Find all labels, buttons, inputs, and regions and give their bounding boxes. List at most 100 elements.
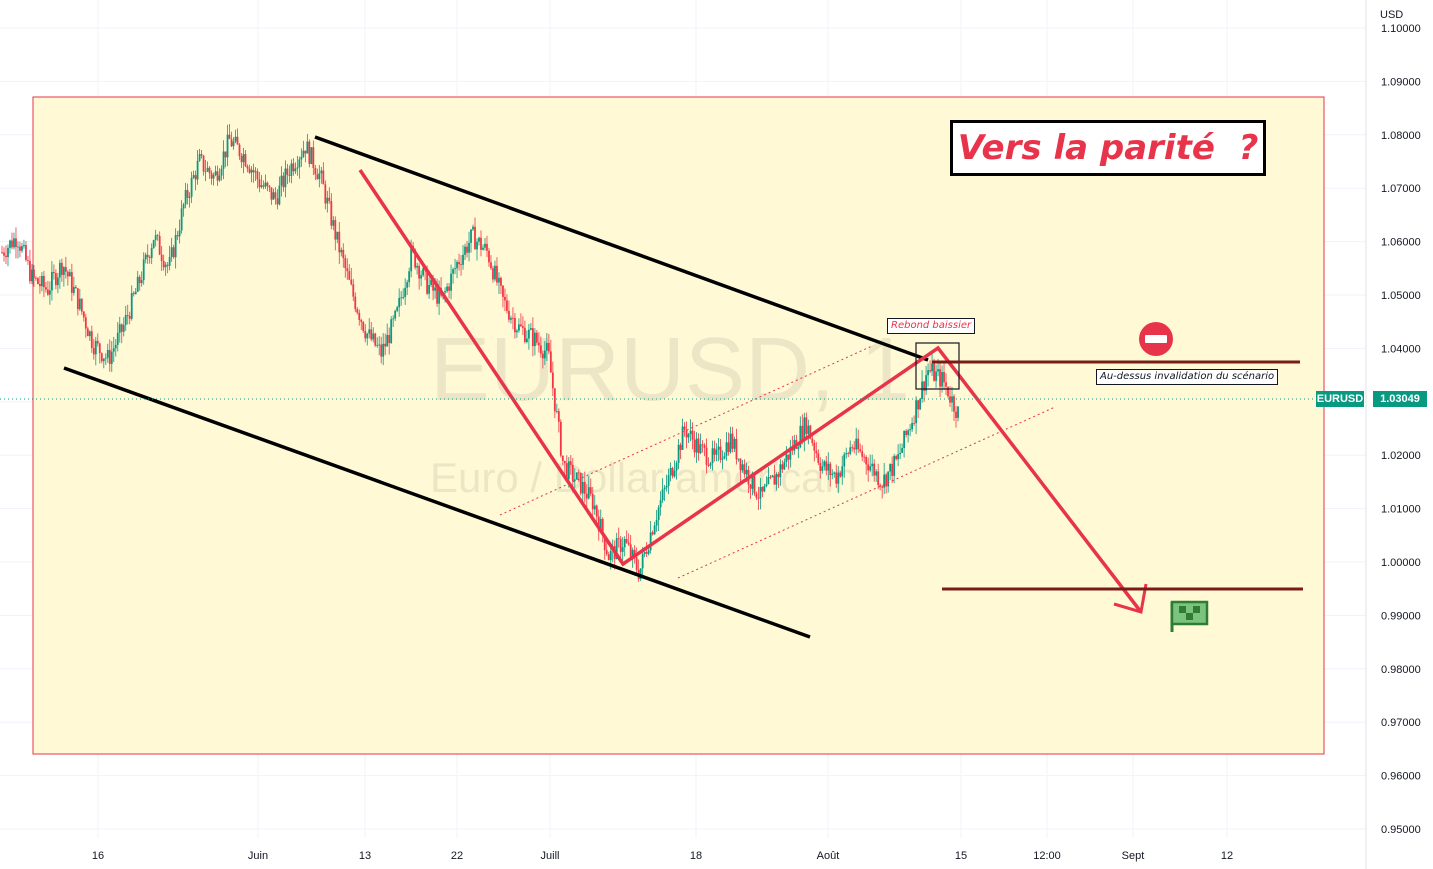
candle-body bbox=[212, 175, 215, 179]
candle-body bbox=[364, 330, 367, 339]
candle-body bbox=[464, 246, 466, 255]
candle-body bbox=[88, 331, 91, 337]
candle-body bbox=[408, 271, 411, 283]
rising-channel-upper-dotted[interactable] bbox=[499, 345, 873, 516]
rebound-label[interactable]: Rebond baissier bbox=[887, 318, 976, 334]
candle-body bbox=[873, 463, 876, 476]
candle-body bbox=[893, 455, 896, 476]
candle-body bbox=[96, 340, 99, 344]
candle-body bbox=[7, 247, 9, 258]
candle-body bbox=[324, 184, 327, 204]
candle-body bbox=[853, 447, 856, 450]
candle-body bbox=[13, 238, 15, 248]
time-axis[interactable]: 16 Juin 13 22 Juill 18 Août 15 12:00 Sept 12 bbox=[92, 850, 1233, 862]
candle-body bbox=[25, 244, 27, 260]
candle-body bbox=[705, 447, 708, 465]
candle-body bbox=[849, 447, 852, 454]
candle-body bbox=[863, 456, 866, 458]
candle-body bbox=[348, 271, 351, 280]
analysis-title[interactable]: Vers la parité ? bbox=[950, 120, 1266, 176]
candle-body bbox=[3, 252, 5, 256]
candle-body bbox=[5, 255, 7, 258]
candle-body bbox=[168, 256, 171, 266]
candle-body bbox=[557, 411, 560, 422]
candle-body bbox=[422, 268, 425, 276]
candle-body bbox=[192, 175, 195, 178]
candle-body bbox=[531, 328, 534, 347]
rebound-box[interactable] bbox=[915, 342, 960, 390]
candle-body bbox=[905, 430, 908, 436]
candle-body bbox=[458, 262, 460, 265]
candle-body bbox=[330, 200, 333, 226]
candle-body bbox=[64, 267, 67, 272]
candle-body bbox=[372, 333, 375, 340]
candle-body bbox=[581, 481, 584, 494]
channel-upper-line[interactable] bbox=[314, 135, 929, 362]
candle-body bbox=[402, 297, 405, 298]
candle-body bbox=[635, 557, 638, 570]
candle-body bbox=[621, 547, 624, 552]
candle-body bbox=[867, 464, 870, 471]
candle-body bbox=[466, 246, 468, 253]
candle-body bbox=[490, 262, 492, 269]
candle-body bbox=[360, 319, 363, 322]
candle-body bbox=[120, 324, 123, 332]
candle-body bbox=[881, 486, 884, 488]
candle-body bbox=[160, 254, 163, 261]
candle-body bbox=[845, 453, 848, 455]
candle-body bbox=[518, 324, 520, 331]
no-entry-icon bbox=[1139, 322, 1173, 356]
candle-body bbox=[43, 275, 45, 288]
candle-body bbox=[474, 226, 476, 250]
rising-channel-lower-dotted[interactable] bbox=[677, 406, 1056, 579]
price-path-zigzag[interactable] bbox=[358, 169, 1143, 614]
candle-body bbox=[60, 262, 63, 275]
candle-body bbox=[889, 463, 892, 472]
candle-body bbox=[649, 532, 652, 551]
time-tick-label: Sept bbox=[1122, 850, 1145, 862]
candle-body bbox=[286, 168, 289, 175]
price-tick-label: 0.99000 bbox=[1381, 610, 1421, 622]
candle-body bbox=[148, 257, 151, 258]
candle-body bbox=[522, 326, 524, 328]
candle-body bbox=[39, 283, 41, 287]
candle-body bbox=[11, 240, 13, 248]
candle-body bbox=[54, 273, 57, 286]
candle-body bbox=[316, 174, 319, 180]
candle-body bbox=[398, 297, 401, 308]
candle-body bbox=[480, 237, 482, 250]
price-axis[interactable]: 1.10000 1.09000 1.08000 1.07000 1.06000 1.050… bbox=[1381, 23, 1421, 836]
invalidation-label[interactable]: Au-dessus invalidation du scénario bbox=[1096, 369, 1279, 385]
candle-body bbox=[290, 163, 293, 176]
candle-body bbox=[691, 430, 694, 440]
candle-body bbox=[547, 342, 550, 352]
candle-body bbox=[537, 342, 540, 346]
candle-body bbox=[178, 230, 181, 237]
candle-body bbox=[176, 235, 179, 237]
candle-body bbox=[128, 316, 131, 319]
candle-body bbox=[631, 549, 634, 557]
candle-body bbox=[152, 240, 155, 249]
watermark-name: Euro / Dollar américain bbox=[430, 454, 857, 501]
candle-body bbox=[607, 554, 610, 561]
candle-body bbox=[294, 168, 297, 172]
candle-body bbox=[625, 539, 628, 543]
candle-body bbox=[246, 166, 249, 169]
time-tick-label: 18 bbox=[690, 850, 702, 862]
channel-lower-line[interactable] bbox=[63, 366, 811, 639]
candle-body bbox=[543, 350, 546, 359]
candle-body bbox=[312, 147, 315, 168]
candle-body bbox=[248, 168, 251, 173]
candle-body bbox=[226, 134, 229, 158]
candle-body bbox=[589, 487, 592, 494]
candle-body bbox=[891, 463, 894, 476]
candle-body bbox=[565, 463, 568, 480]
candle-body bbox=[314, 167, 317, 175]
candle-body bbox=[420, 275, 423, 279]
watermark-symbol: EURUSD, 1 bbox=[430, 320, 910, 420]
candle-body bbox=[244, 154, 247, 167]
candle-body bbox=[759, 486, 762, 499]
candle-body bbox=[162, 260, 165, 268]
candle-body bbox=[240, 156, 243, 163]
